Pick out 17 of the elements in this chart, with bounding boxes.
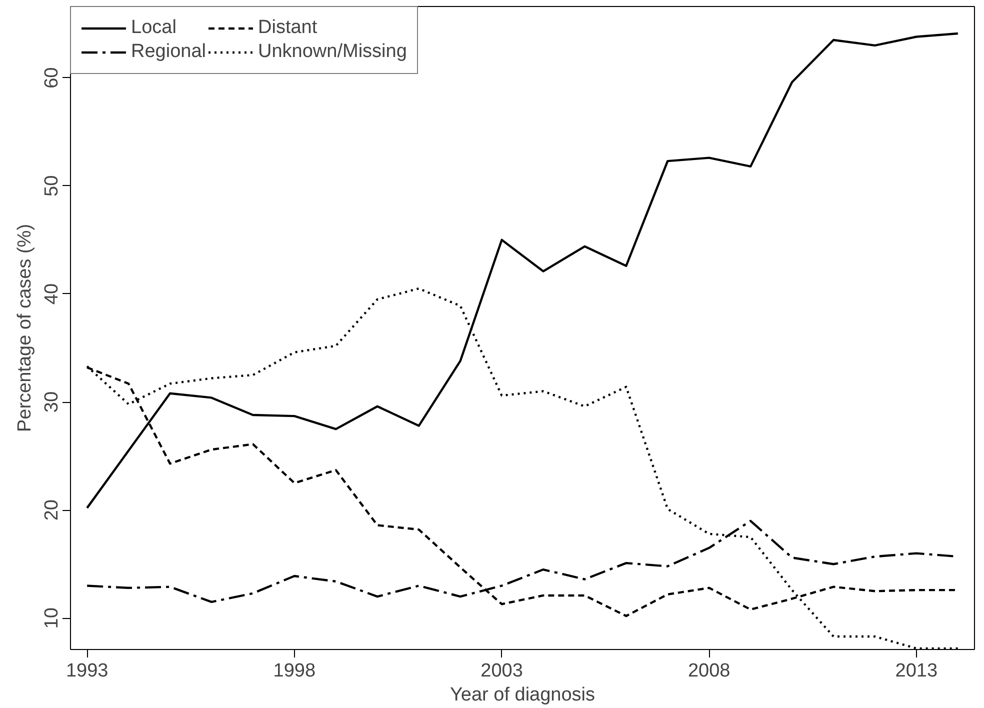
y-tick-label: 60 (42, 67, 62, 88)
legend-label: Distant (258, 17, 318, 39)
legend-label: Local (131, 17, 176, 39)
x-tick-label: 1993 (66, 660, 108, 682)
x-tick-label: 1998 (273, 660, 316, 682)
x-tick-label: 2013 (895, 660, 938, 682)
y-tick-label: 50 (42, 175, 62, 196)
legend-label: Unknown/Missing (258, 41, 407, 63)
y-tick-label: 20 (42, 500, 62, 521)
y-tick-label: 40 (42, 283, 62, 305)
y-axis-title: Percentage of cases (%) (14, 224, 36, 432)
y-tick-label: 10 (42, 608, 62, 629)
legend-label: Regional (131, 41, 206, 63)
y-tick-label: 30 (42, 391, 62, 413)
x-tick-label: 2003 (480, 660, 523, 682)
x-axis-title: Year of diagnosis (450, 684, 596, 706)
x-tick-label: 2008 (688, 660, 730, 682)
